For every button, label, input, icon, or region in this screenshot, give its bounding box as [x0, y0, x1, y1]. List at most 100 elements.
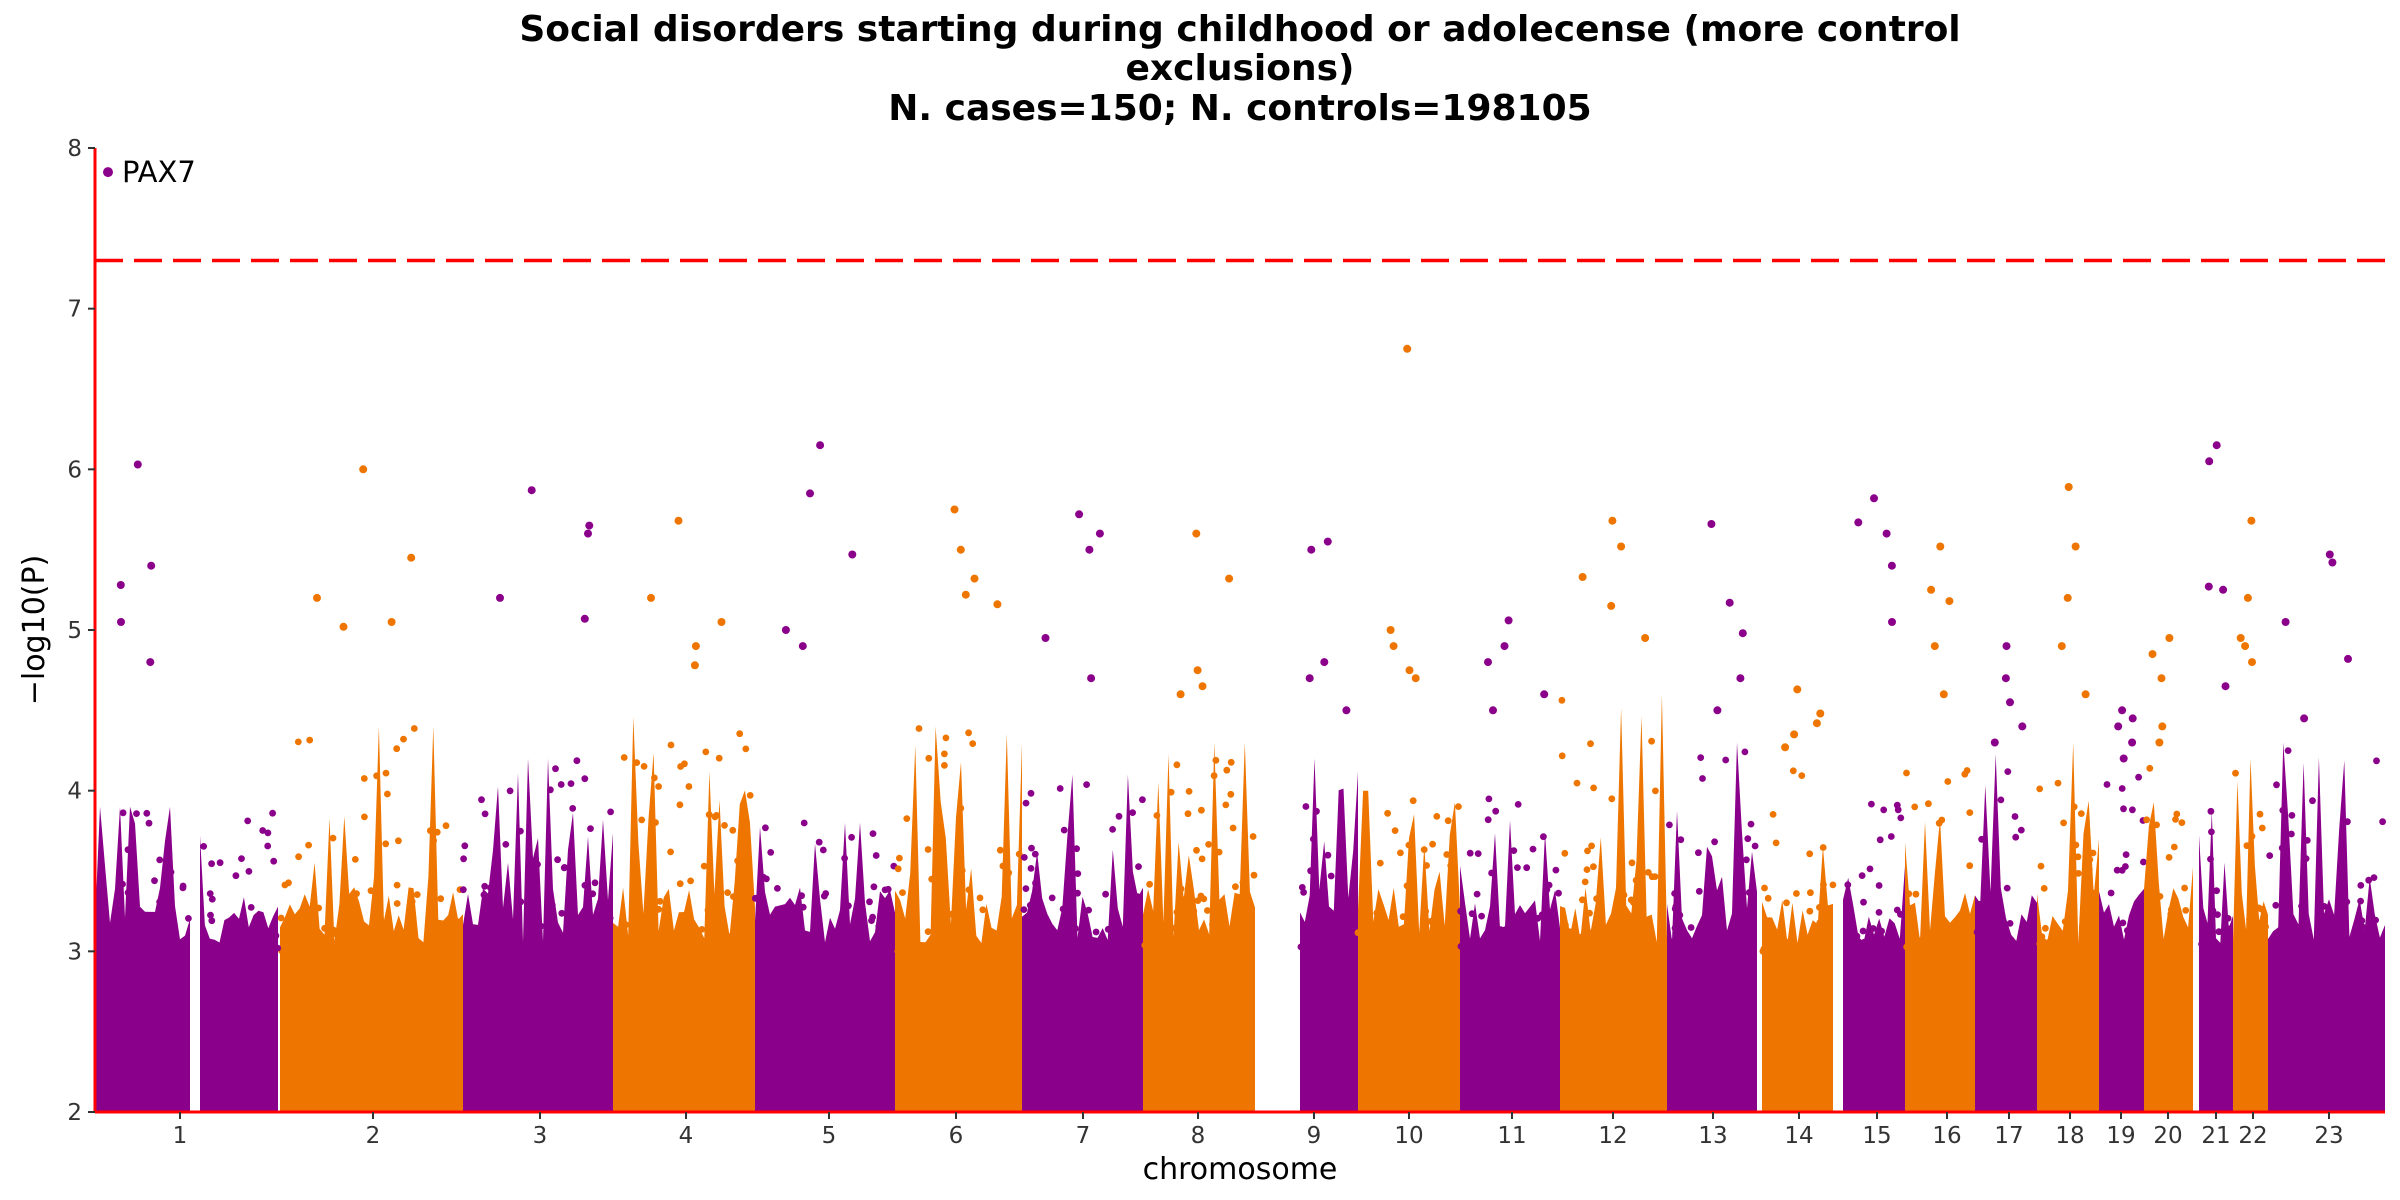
chromosome-3-band-point	[589, 890, 597, 898]
chromosome-19-band-point	[2120, 946, 2128, 954]
chromosome-14-band-core	[1762, 967, 1833, 1112]
chromosome-10-band-point	[1354, 929, 1362, 937]
chromosome-10-band-point	[1444, 817, 1452, 825]
chromosome-2-band-point	[382, 769, 390, 777]
chromosome-3-band-point	[517, 827, 524, 835]
chromosome-9-peak-point	[1305, 674, 1314, 683]
chromosome-11-band-point	[1478, 912, 1485, 920]
x-tick-label: 17	[1994, 1123, 2023, 1149]
chromosome-5-band-point	[866, 898, 873, 906]
chromosome-1-band-extra-point	[234, 946, 242, 953]
chromosome-23-band-point	[2266, 852, 2274, 859]
chromosome-9-band-point	[1338, 831, 1345, 839]
chromosome-3-band-point	[507, 925, 515, 932]
chromosome-4-band-point	[719, 935, 727, 942]
chromosome-9-peak-point	[1307, 545, 1316, 554]
chromosome-7-band-point	[1020, 906, 1028, 913]
chromosome-14-band-point	[1820, 881, 1827, 889]
chromosome-1-band-point	[117, 911, 125, 919]
chromosome-2-band-point	[429, 867, 437, 875]
chromosome-15-band-point	[1844, 881, 1852, 889]
chromosome-1-band-extra-point	[206, 890, 214, 897]
chromosome-5-band-point	[798, 892, 805, 900]
chromosome-13-peak-point	[1707, 520, 1716, 528]
chromosome-3-peak-point	[527, 486, 536, 495]
chromosome-6-band-point	[1007, 938, 1014, 946]
chromosome-6-band-point	[896, 854, 903, 862]
chromosome-11-band-point	[1555, 889, 1562, 897]
chromosome-6-band-point	[979, 906, 987, 914]
chromosome-4-band-point	[640, 763, 648, 770]
chromosome-23-band-point	[2269, 938, 2277, 945]
chromosome-13-peak-point	[1736, 674, 1745, 683]
chromosome-15-band-point	[1858, 872, 1866, 879]
chromosome-2-band-point	[394, 947, 402, 955]
chromosome-5-band-point	[835, 946, 843, 954]
chromosome-8-band-point	[1184, 810, 1192, 818]
chromosome-7-band-point	[1104, 925, 1112, 933]
chromosome-2-peak-point	[407, 553, 416, 562]
chromosome-8-band-point	[1215, 848, 1223, 856]
chromosome-17-band-point	[2024, 939, 2032, 947]
chromosome-5-band-point	[788, 942, 795, 949]
chromosome-6-band-point	[928, 942, 936, 950]
chromosome-4-band-point	[704, 906, 712, 914]
chromosome-7-band-point	[1056, 785, 1064, 792]
chromosome-18-band-point	[2075, 947, 2082, 955]
chromosome-20-band-point	[2170, 843, 2178, 851]
chromosome-23-band-point	[2365, 926, 2373, 934]
chromosome-2-band-point	[411, 937, 419, 945]
chromosome-12-band-point	[1590, 863, 1597, 871]
chromosome-11-band-point	[1552, 866, 1560, 874]
x-tick-label: 12	[1598, 1123, 1627, 1149]
chromosome-4-band-point	[685, 783, 693, 790]
annotated-lead-point	[103, 167, 113, 178]
chromosome-14-band-point	[1769, 811, 1777, 818]
chromosome-16-band-point	[1959, 917, 1967, 925]
chromosome-11-band-point	[1524, 940, 1531, 948]
x-axis-label: chromosome	[1143, 1152, 1338, 1187]
chromosome-9-band-point	[1324, 851, 1332, 859]
chromosome-23-peak-point	[2344, 654, 2352, 663]
chromosome-15-band-core	[1843, 967, 1905, 1112]
chromosome-22-band-core	[2233, 967, 2268, 1112]
chromosome-3-band-point	[607, 808, 614, 816]
chromosome-13-band-point	[1743, 856, 1750, 864]
chromosome-6-band-point	[894, 947, 902, 955]
chromosome-9-band-point	[1352, 913, 1360, 921]
chromosome-6-peak-point	[970, 574, 979, 583]
chromosome-7-band-point	[1022, 799, 1030, 807]
chromosome-7-band-point	[1062, 947, 1069, 954]
chromosome-21-peak-point	[2212, 441, 2221, 450]
chromosome-12-band-point	[1606, 926, 1613, 934]
chromosome-15-band-point	[1882, 947, 1890, 955]
chromosome-9-band-point	[1343, 928, 1351, 936]
chromosome-3-band-point	[553, 947, 560, 955]
chromosome-5-band-point	[761, 912, 769, 919]
chromosome-18-peak-point	[2081, 690, 2090, 699]
chromosome-3-peak-point	[584, 529, 592, 538]
chromosome-12-peak-point	[1608, 516, 1617, 525]
chromosome-18-band-point	[2089, 934, 2097, 941]
chromosome-10-band-point	[1395, 939, 1402, 946]
chromosome-23-band-point	[2279, 806, 2287, 814]
chromosome-13-band-point	[1668, 938, 1676, 946]
chromosome-2-band-point	[386, 942, 394, 949]
chromosome-9-band-point	[1300, 888, 1307, 896]
x-tick-label: 8	[1191, 1123, 1206, 1149]
chromosome-20-peak-point	[2165, 634, 2174, 642]
chromosome-22-peak-point	[2241, 642, 2250, 651]
chromosome-11-band-point	[1529, 845, 1537, 853]
chromosome-20-band-point	[2161, 939, 2169, 947]
chromosome-17-band-point	[1982, 947, 1990, 955]
chromosome-15-band-point	[1859, 927, 1867, 935]
chromosome-19-peak-point	[2119, 754, 2128, 763]
chromosome-2-band-point	[396, 925, 403, 933]
chromosome-23-band-point	[2357, 882, 2365, 889]
chromosome-6-band-point	[924, 846, 932, 853]
chromosome-19-band-point	[2129, 941, 2136, 948]
chromosome-15-band-point	[1897, 814, 1905, 822]
chromosome-10-band-point	[1409, 797, 1417, 805]
chromosome-17-band-point	[1997, 796, 2005, 804]
